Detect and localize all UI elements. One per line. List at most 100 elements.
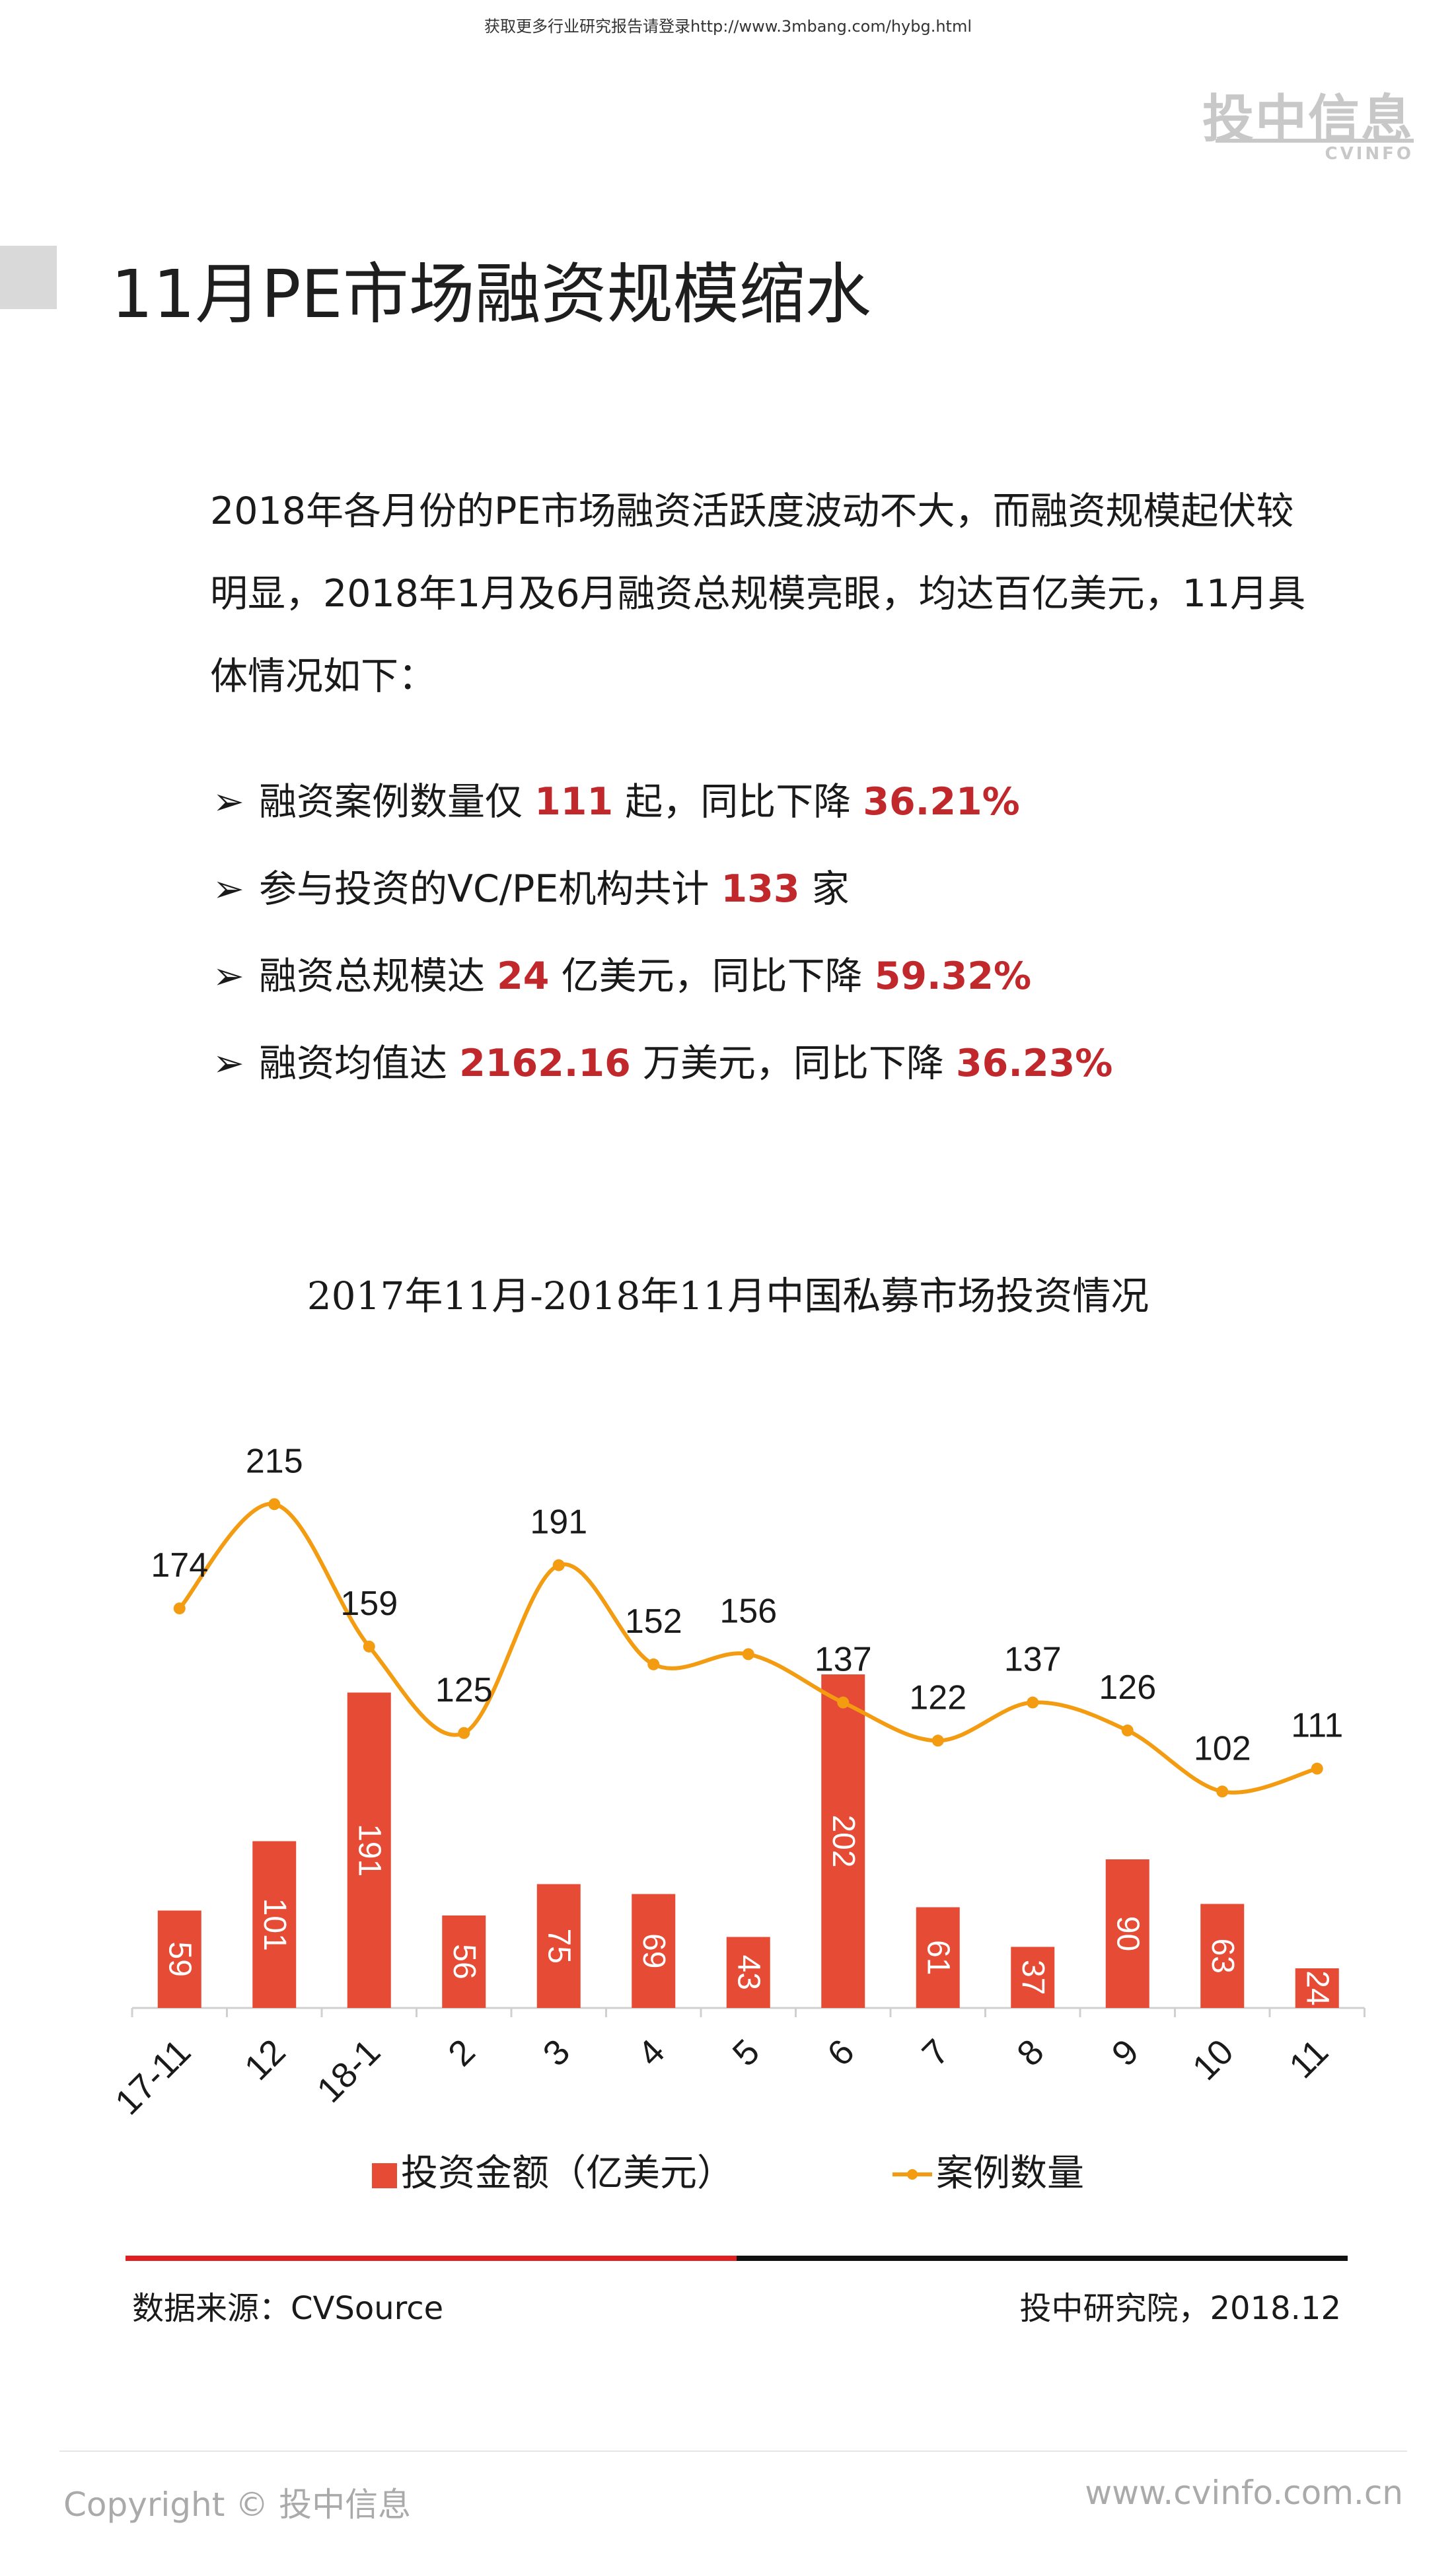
- bullet-text: 融资案例数量仅: [259, 780, 535, 824]
- bar-value-label: 63: [1205, 1939, 1240, 1974]
- bar-investment: [442, 1915, 486, 2008]
- bullet-text: 万美元，同比下降: [630, 1042, 956, 1085]
- bullet-text: 融资总规模达: [259, 954, 497, 998]
- legend-line-swatch: [892, 2169, 932, 2180]
- case-count-point: [268, 1498, 281, 1511]
- case-count-line: [178, 1502, 1318, 1795]
- bullet-value: 36.21%: [863, 780, 1020, 824]
- bullet-text: 亿美元，同比下降: [549, 954, 875, 998]
- bar-value-label: 61: [920, 1940, 955, 1975]
- x-tick-label: 12: [237, 2032, 293, 2088]
- x-tick-label: 5: [725, 2032, 768, 2074]
- case-count-label: 159: [340, 1585, 398, 1623]
- chart-legend: 投资金额（亿美元） 案例数量: [0, 2143, 1456, 2197]
- case-count-label: 215: [246, 1442, 303, 1480]
- case-count-label: 137: [815, 1641, 872, 1679]
- bar-value-label: 24: [1299, 1970, 1334, 2005]
- bar-value-label: 101: [257, 1898, 292, 1951]
- divider-black: [737, 2256, 1348, 2261]
- bar-investment: [726, 1937, 770, 2008]
- case-count-point: [742, 1648, 754, 1661]
- bullet-value: 36.23%: [956, 1042, 1113, 1085]
- bullet-institutions: ➢ 参与投资的VC/PE机构共计 133 家: [213, 859, 850, 913]
- intro-paragraph: 2018年各月份的PE市场融资活跃度波动不大，而融资规模起伏较明显，2018年1…: [210, 489, 1306, 698]
- bar-investment: [347, 1692, 391, 2008]
- case-count-point: [1121, 1724, 1134, 1736]
- bar-investment: [252, 1841, 297, 2008]
- bullet-text: 参与投资的VC/PE机构共计: [259, 867, 721, 911]
- case-count-label: 111: [1291, 1707, 1343, 1745]
- arrow-bullet-icon: ➢: [213, 1042, 244, 1085]
- case-count-point: [173, 1602, 186, 1615]
- case-count-point: [647, 1658, 660, 1670]
- case-count-point: [458, 1727, 470, 1739]
- case-count-point: [552, 1559, 565, 1571]
- cvinfo-logo: 投中信息 CVINFO: [1202, 78, 1414, 164]
- bar-value-label: 90: [1110, 1916, 1145, 1951]
- arrow-bullet-icon: ➢: [213, 954, 244, 998]
- bullet-value: 24: [497, 954, 550, 998]
- x-tick-label: 2: [441, 2032, 483, 2074]
- x-tick-label: 18-1: [309, 2032, 388, 2110]
- bar-investment: [1011, 1947, 1055, 2008]
- bar-investment: [1295, 1968, 1339, 2008]
- bullet-value: 111: [534, 780, 614, 824]
- case-count-label: 126: [1099, 1668, 1156, 1707]
- x-tick-label: 7: [915, 2032, 957, 2074]
- case-count-label: 191: [530, 1503, 587, 1542]
- bullet-average: ➢ 融资均值达 2162.16 万美元，同比下降 36.23%: [213, 1033, 1112, 1087]
- case-count-label: 156: [719, 1592, 777, 1630]
- bullet-text: 起，同比下降: [613, 780, 863, 824]
- x-tick-label: 4: [630, 2032, 673, 2074]
- bar-value-label: 75: [541, 1929, 576, 1964]
- copyright-text: Copyright © 投中信息: [63, 2486, 412, 2524]
- bullet-total-scale: ➢ 融资总规模达 24 亿美元，同比下降 59.32%: [213, 946, 1031, 1000]
- bar-value-label: 69: [636, 1933, 671, 1968]
- bullet-value: 2162.16: [459, 1042, 631, 1085]
- bullet-value: 59.32%: [874, 954, 1032, 998]
- bar-value-label: 191: [351, 1824, 386, 1877]
- arrow-bullet-icon: ➢: [213, 780, 244, 824]
- bar-value-label: 37: [1015, 1960, 1050, 1995]
- bullet-text: 家: [799, 867, 850, 911]
- x-tick-label: 8: [1009, 2032, 1052, 2074]
- footer-divider: [59, 2451, 1407, 2452]
- x-tick-label: 10: [1185, 2032, 1241, 2088]
- x-tick-label: 11: [1282, 2032, 1336, 2086]
- bar-value-label: 202: [826, 1814, 861, 1867]
- case-count-label: 174: [151, 1546, 208, 1585]
- bar-value-label: 59: [162, 1942, 197, 1977]
- case-count-point: [837, 1696, 850, 1709]
- logo-text-en: CVINFO: [1216, 139, 1414, 164]
- top-download-link[interactable]: 获取更多行业研究报告请登录http://www.3mbang.com/hybg.…: [484, 17, 972, 36]
- bullet-value: 133: [721, 867, 800, 911]
- bar-investment: [632, 1894, 676, 2008]
- case-count-point: [1216, 1785, 1229, 1798]
- bar-value-label: 43: [731, 1955, 766, 1990]
- case-count-label: 122: [909, 1678, 966, 1717]
- x-tick-label: 17-11: [108, 2032, 198, 2122]
- legend-bar-swatch: [372, 2163, 397, 2188]
- divider-red: [126, 2256, 737, 2261]
- chart-title: 2017年11月-2018年11月中国私募市场投资情况: [307, 1273, 1149, 1318]
- bar-investment: [536, 1884, 581, 2008]
- bar-investment: [821, 1674, 865, 2008]
- case-count-label: 152: [625, 1602, 682, 1641]
- case-count-point: [363, 1640, 375, 1653]
- bar-investment: [1105, 1859, 1149, 2008]
- case-count-label: 137: [1004, 1641, 1062, 1679]
- page-title: 11月PE市场融资规模缩水: [111, 256, 871, 333]
- title-marker: [0, 246, 57, 309]
- legend-bar-label: 投资金额（亿美元）: [401, 2152, 734, 2195]
- x-tick-label: 9: [1105, 2032, 1147, 2074]
- arrow-bullet-icon: ➢: [213, 867, 244, 911]
- bar-value-label: 56: [447, 1944, 482, 1979]
- legend-line-label: 案例数量: [936, 2152, 1084, 2195]
- x-tick-label: 6: [820, 2032, 862, 2074]
- case-count-point: [1027, 1696, 1039, 1709]
- website-link[interactable]: www.cvinfo.com.cn: [1085, 2474, 1403, 2512]
- bar-investment: [916, 1907, 960, 2008]
- case-count-point: [931, 1735, 944, 1747]
- bar-investment: [1200, 1904, 1245, 2008]
